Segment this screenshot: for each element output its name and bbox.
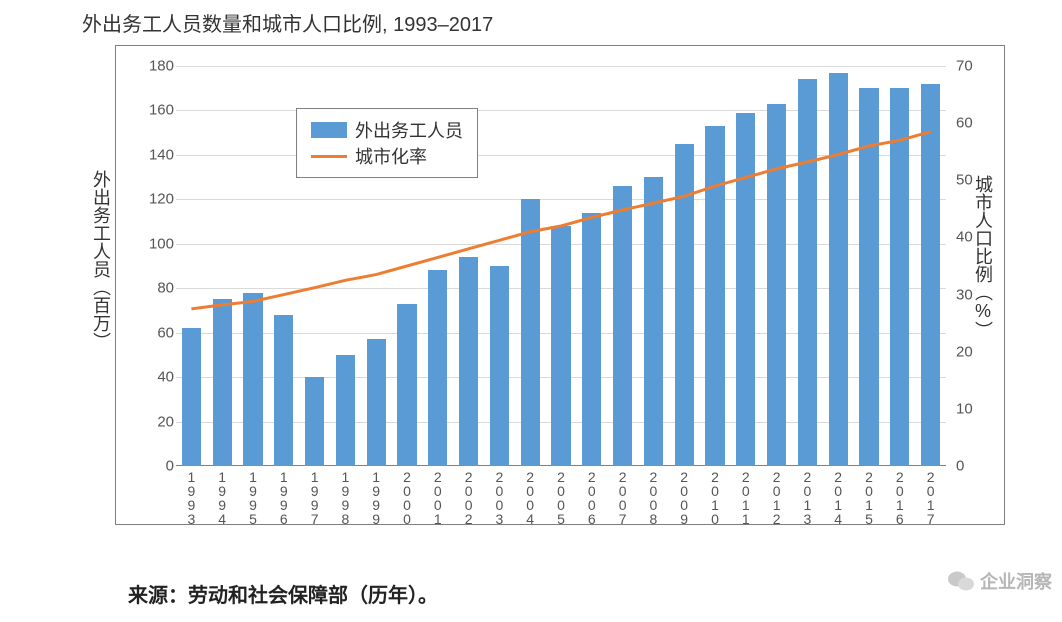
x-tick: 1997: [307, 469, 323, 525]
y-right-tick: 10: [956, 400, 986, 417]
wechat-badge: 企业洞察: [948, 568, 1052, 594]
plot-area: [176, 66, 946, 466]
x-tick: 2012: [769, 469, 785, 525]
chart-title: 外出务工人员数量和城市人口比例, 1993–2017: [82, 8, 493, 37]
x-tick-labels: 1993199419951996199719981999200020012002…: [176, 469, 946, 519]
x-tick: 2005: [553, 469, 569, 525]
line-series: [176, 66, 946, 466]
y-left-tick: 120: [134, 191, 174, 208]
x-tick: 2015: [861, 469, 877, 525]
y-right-tick: 40: [956, 229, 986, 246]
legend-item: 城市化率: [311, 143, 463, 169]
x-tick: 1998: [337, 469, 353, 525]
y-left-tick: 100: [134, 235, 174, 252]
x-tick: 2011: [738, 469, 754, 525]
y-right-tick: 50: [956, 172, 986, 189]
y-left-tick: 0: [134, 458, 174, 475]
x-tick: 1999: [368, 469, 384, 525]
x-tick: 2017: [923, 469, 939, 525]
y-left-tick-labels: 020406080100120140160180: [134, 66, 174, 466]
legend-swatch-bar: [311, 122, 347, 138]
x-tick: 1994: [214, 469, 230, 525]
x-tick: 2007: [615, 469, 631, 525]
y-right-tick: 60: [956, 115, 986, 132]
wechat-icon: [948, 570, 974, 592]
y-right-tick: 20: [956, 343, 986, 360]
y-right-tick-labels: 010203040506070: [956, 66, 986, 466]
x-tick: 2006: [584, 469, 600, 525]
x-tick: 2008: [645, 469, 661, 525]
x-tick: 2001: [430, 469, 446, 525]
y-left-tick: 160: [134, 102, 174, 119]
x-tick: 2000: [399, 469, 415, 525]
x-tick: 1996: [276, 469, 292, 525]
legend-label: 外出务工人员: [355, 117, 463, 143]
legend-item: 外出务工人员: [311, 117, 463, 143]
x-tick: 2004: [522, 469, 538, 525]
legend: 外出务工人员城市化率: [296, 108, 478, 178]
x-tick: 2014: [830, 469, 846, 525]
y-left-tick: 60: [134, 324, 174, 341]
wechat-label: 企业洞察: [980, 568, 1052, 594]
x-tick: 2016: [892, 469, 908, 525]
y-left-tick: 40: [134, 369, 174, 386]
x-tick: 1993: [183, 469, 199, 525]
x-tick: 2009: [676, 469, 692, 525]
y-left-tick: 180: [134, 58, 174, 75]
y-right-tick: 70: [956, 58, 986, 75]
x-tick: 1995: [245, 469, 261, 525]
x-tick: 2002: [461, 469, 477, 525]
x-tick: 2013: [799, 469, 815, 525]
y-left-tick: 80: [134, 280, 174, 297]
y-right-tick: 30: [956, 286, 986, 303]
x-tick: 2003: [491, 469, 507, 525]
legend-swatch-line: [311, 155, 347, 158]
source-text: 来源：劳动和社会保障部（历年）。: [128, 579, 438, 608]
y-axis-left-title: 外出务工人员（百万）: [88, 170, 114, 350]
legend-label: 城市化率: [355, 143, 427, 169]
x-tick: 2010: [707, 469, 723, 525]
y-right-tick: 0: [956, 458, 986, 475]
y-left-tick: 140: [134, 146, 174, 163]
y-left-tick: 20: [134, 413, 174, 430]
chart-frame: 0 20 40 60 80 100 120 140 160 180 0 10 20 30 40 50 60 70…: [115, 45, 1005, 525]
